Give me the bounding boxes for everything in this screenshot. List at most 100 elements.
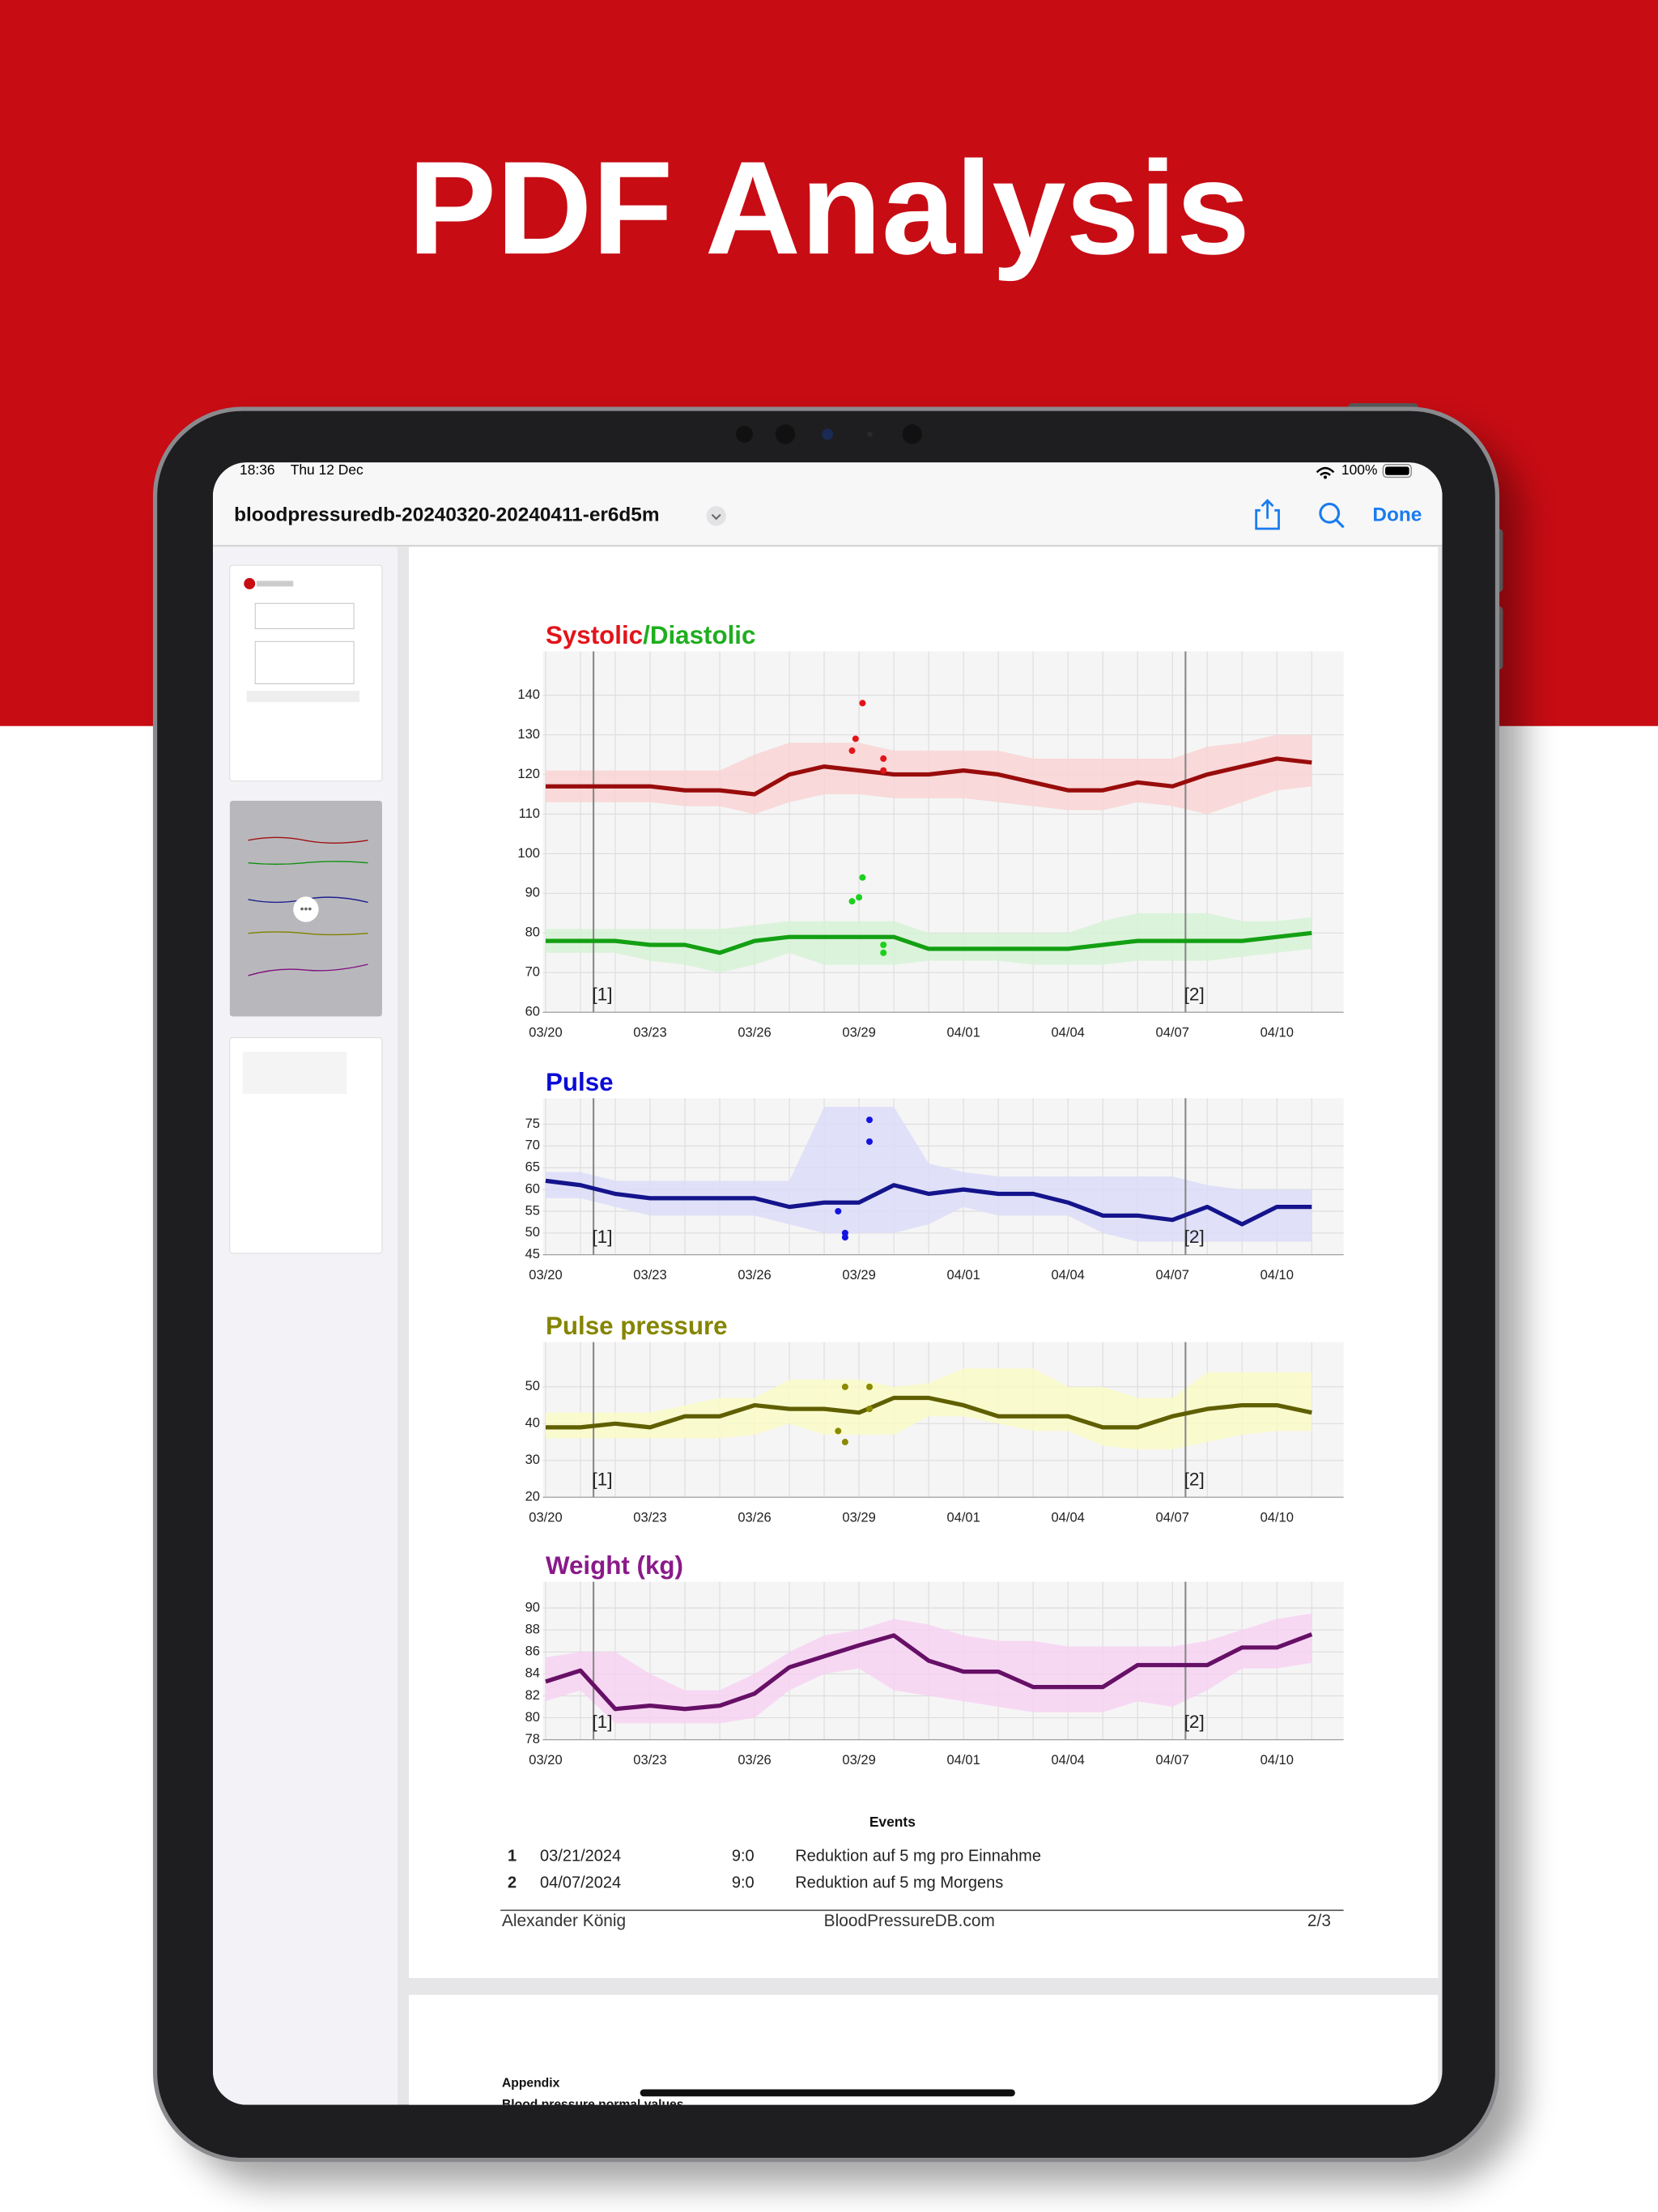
- search-button[interactable]: [1319, 502, 1345, 529]
- thumbnail-table: [254, 640, 355, 684]
- footer-site: BloodPressureDB.com: [824, 1912, 995, 1930]
- reading-dot: [865, 1117, 874, 1124]
- chart-title-part: Pulse pressure: [546, 1312, 728, 1341]
- y-tick-label: 120: [517, 766, 540, 781]
- x-tick-label: 04/07: [1156, 1510, 1189, 1525]
- y-tick-label: 30: [525, 1452, 540, 1467]
- chart-title: Systolic/Diastolic: [546, 621, 755, 649]
- search-icon-handle: [1335, 519, 1345, 529]
- share-icon-arrow: [1261, 499, 1274, 519]
- battery-level: [1385, 466, 1409, 475]
- sensor: [902, 424, 922, 445]
- y-tick-label: 40: [525, 1415, 540, 1431]
- event-label: [1]: [592, 1227, 612, 1247]
- chart-title-part: /Diastolic: [643, 621, 755, 649]
- share-button[interactable]: [1255, 499, 1280, 530]
- thumbnail-page-1[interactable]: [229, 564, 383, 782]
- y-tick-label: 130: [517, 726, 540, 742]
- reading-dot: [841, 1439, 848, 1446]
- reading-dot: [841, 1234, 848, 1241]
- x-tick-label: 04/10: [1261, 1267, 1294, 1283]
- x-tick-label: 04/07: [1156, 1752, 1189, 1767]
- x-tick-label: 03/26: [738, 1025, 771, 1040]
- battery-icon: [1382, 464, 1412, 479]
- y-tick-label: 88: [525, 1621, 540, 1636]
- x-tick-label: 03/20: [529, 1510, 562, 1525]
- reading-dot: [859, 874, 866, 881]
- thumbnail-line: [248, 836, 368, 844]
- done-button[interactable]: Done: [1372, 504, 1422, 526]
- y-tick-label: 140: [517, 687, 540, 702]
- x-tick-label: 03/23: [633, 1752, 666, 1767]
- event-number: 1: [508, 1847, 517, 1865]
- appendix-subheading: Blood pressure normal values: [502, 2098, 684, 2112]
- chart: Systolic/Diastolic 03/20 03/23 03/26 03/29 04…: [517, 621, 1344, 1040]
- series-line: [545, 1632, 1313, 1712]
- events-title: Events: [869, 1814, 916, 1830]
- x-tick-label: 03/26: [738, 1752, 771, 1767]
- event-label: [1]: [592, 1469, 612, 1489]
- x-tick-label: 04/07: [1156, 1025, 1189, 1040]
- y-tick-label: 90: [525, 885, 540, 900]
- reading-dot: [880, 767, 887, 774]
- chevron-icon: [711, 513, 721, 521]
- charts: Systolic/Diastolic 03/20 03/23 03/26 03/29 04…: [517, 621, 1344, 1767]
- y-tick-label: 55: [525, 1202, 540, 1218]
- event-cell: 03/21/2024: [540, 1847, 621, 1865]
- event-cell: 04/07/2024: [540, 1874, 621, 1892]
- top-bar: [212, 462, 1443, 546]
- reading-dot: [852, 735, 859, 742]
- sensor: [736, 425, 753, 443]
- thumbnail-text: [246, 691, 360, 703]
- y-tick-label: 60: [525, 1180, 540, 1196]
- thumbnail-page-2[interactable]: •••: [229, 801, 382, 1017]
- x-tick-label: 03/20: [529, 1025, 562, 1040]
- y-tick-label: 78: [525, 1731, 540, 1746]
- x-tick-label: 03/20: [529, 1267, 562, 1283]
- x-tick-label: 04/07: [1156, 1267, 1189, 1283]
- footer-author: Alexander König: [502, 1912, 626, 1930]
- event-label: [2]: [1184, 1712, 1205, 1732]
- file-name[interactable]: bloodpressuredb-20240320-20240411-er6d5m: [234, 504, 659, 526]
- y-tick-label: 70: [525, 964, 540, 980]
- x-tick-label: 03/26: [738, 1510, 771, 1525]
- file-menu[interactable]: [706, 506, 726, 526]
- thumbnail-more[interactable]: [293, 896, 319, 922]
- series-line: [545, 1178, 1312, 1227]
- thumbnail-page-3[interactable]: [229, 1037, 383, 1254]
- x-tick-label: 04/01: [946, 1752, 980, 1767]
- event-label: [2]: [1184, 984, 1205, 1004]
- y-tick-label: 80: [525, 1709, 540, 1725]
- y-tick-label: 80: [525, 925, 540, 940]
- event-cell: Reduktion auf 5 mg Morgens: [795, 1874, 1003, 1892]
- event-cell: 9:0: [732, 1874, 755, 1892]
- x-tick-label: 04/04: [1051, 1267, 1084, 1283]
- chart-title: Pulse pressure: [546, 1312, 728, 1341]
- status-battery: 100%: [1341, 462, 1378, 478]
- sensor: [775, 424, 796, 445]
- x-tick-label: 03/20: [529, 1752, 562, 1767]
- thumbnail-line: [248, 861, 368, 866]
- reading-dot: [848, 898, 856, 905]
- series-line: [545, 756, 1312, 797]
- thumbnail-line: [248, 963, 368, 976]
- x-tick-label: 04/01: [946, 1025, 980, 1040]
- event-label: [1]: [592, 1712, 612, 1732]
- thumbnail-text: [256, 581, 294, 587]
- wifi-icon: [1316, 466, 1335, 476]
- x-tick-label: 03/23: [633, 1025, 666, 1040]
- x-tick-label: 04/04: [1051, 1510, 1084, 1525]
- share-icon-box: [1255, 508, 1280, 530]
- chart: Pulse 03/20 03/23 03/26 03/29 04/01 04/04 04/07…: [525, 1068, 1344, 1283]
- y-tick-label: 45: [525, 1246, 540, 1261]
- reading-dot: [880, 755, 887, 762]
- y-tick-label: 50: [525, 1378, 540, 1393]
- y-tick-label: 50: [525, 1224, 540, 1240]
- x-tick-label: 04/01: [946, 1267, 980, 1283]
- chart-title: Pulse: [546, 1068, 614, 1096]
- x-tick-label: 04/04: [1051, 1025, 1084, 1040]
- thumbnail-text: [242, 1051, 347, 1095]
- banner-title: PDF Analysis: [408, 134, 1250, 282]
- y-tick-label: 90: [525, 1599, 540, 1614]
- range-band: [545, 1613, 1312, 1724]
